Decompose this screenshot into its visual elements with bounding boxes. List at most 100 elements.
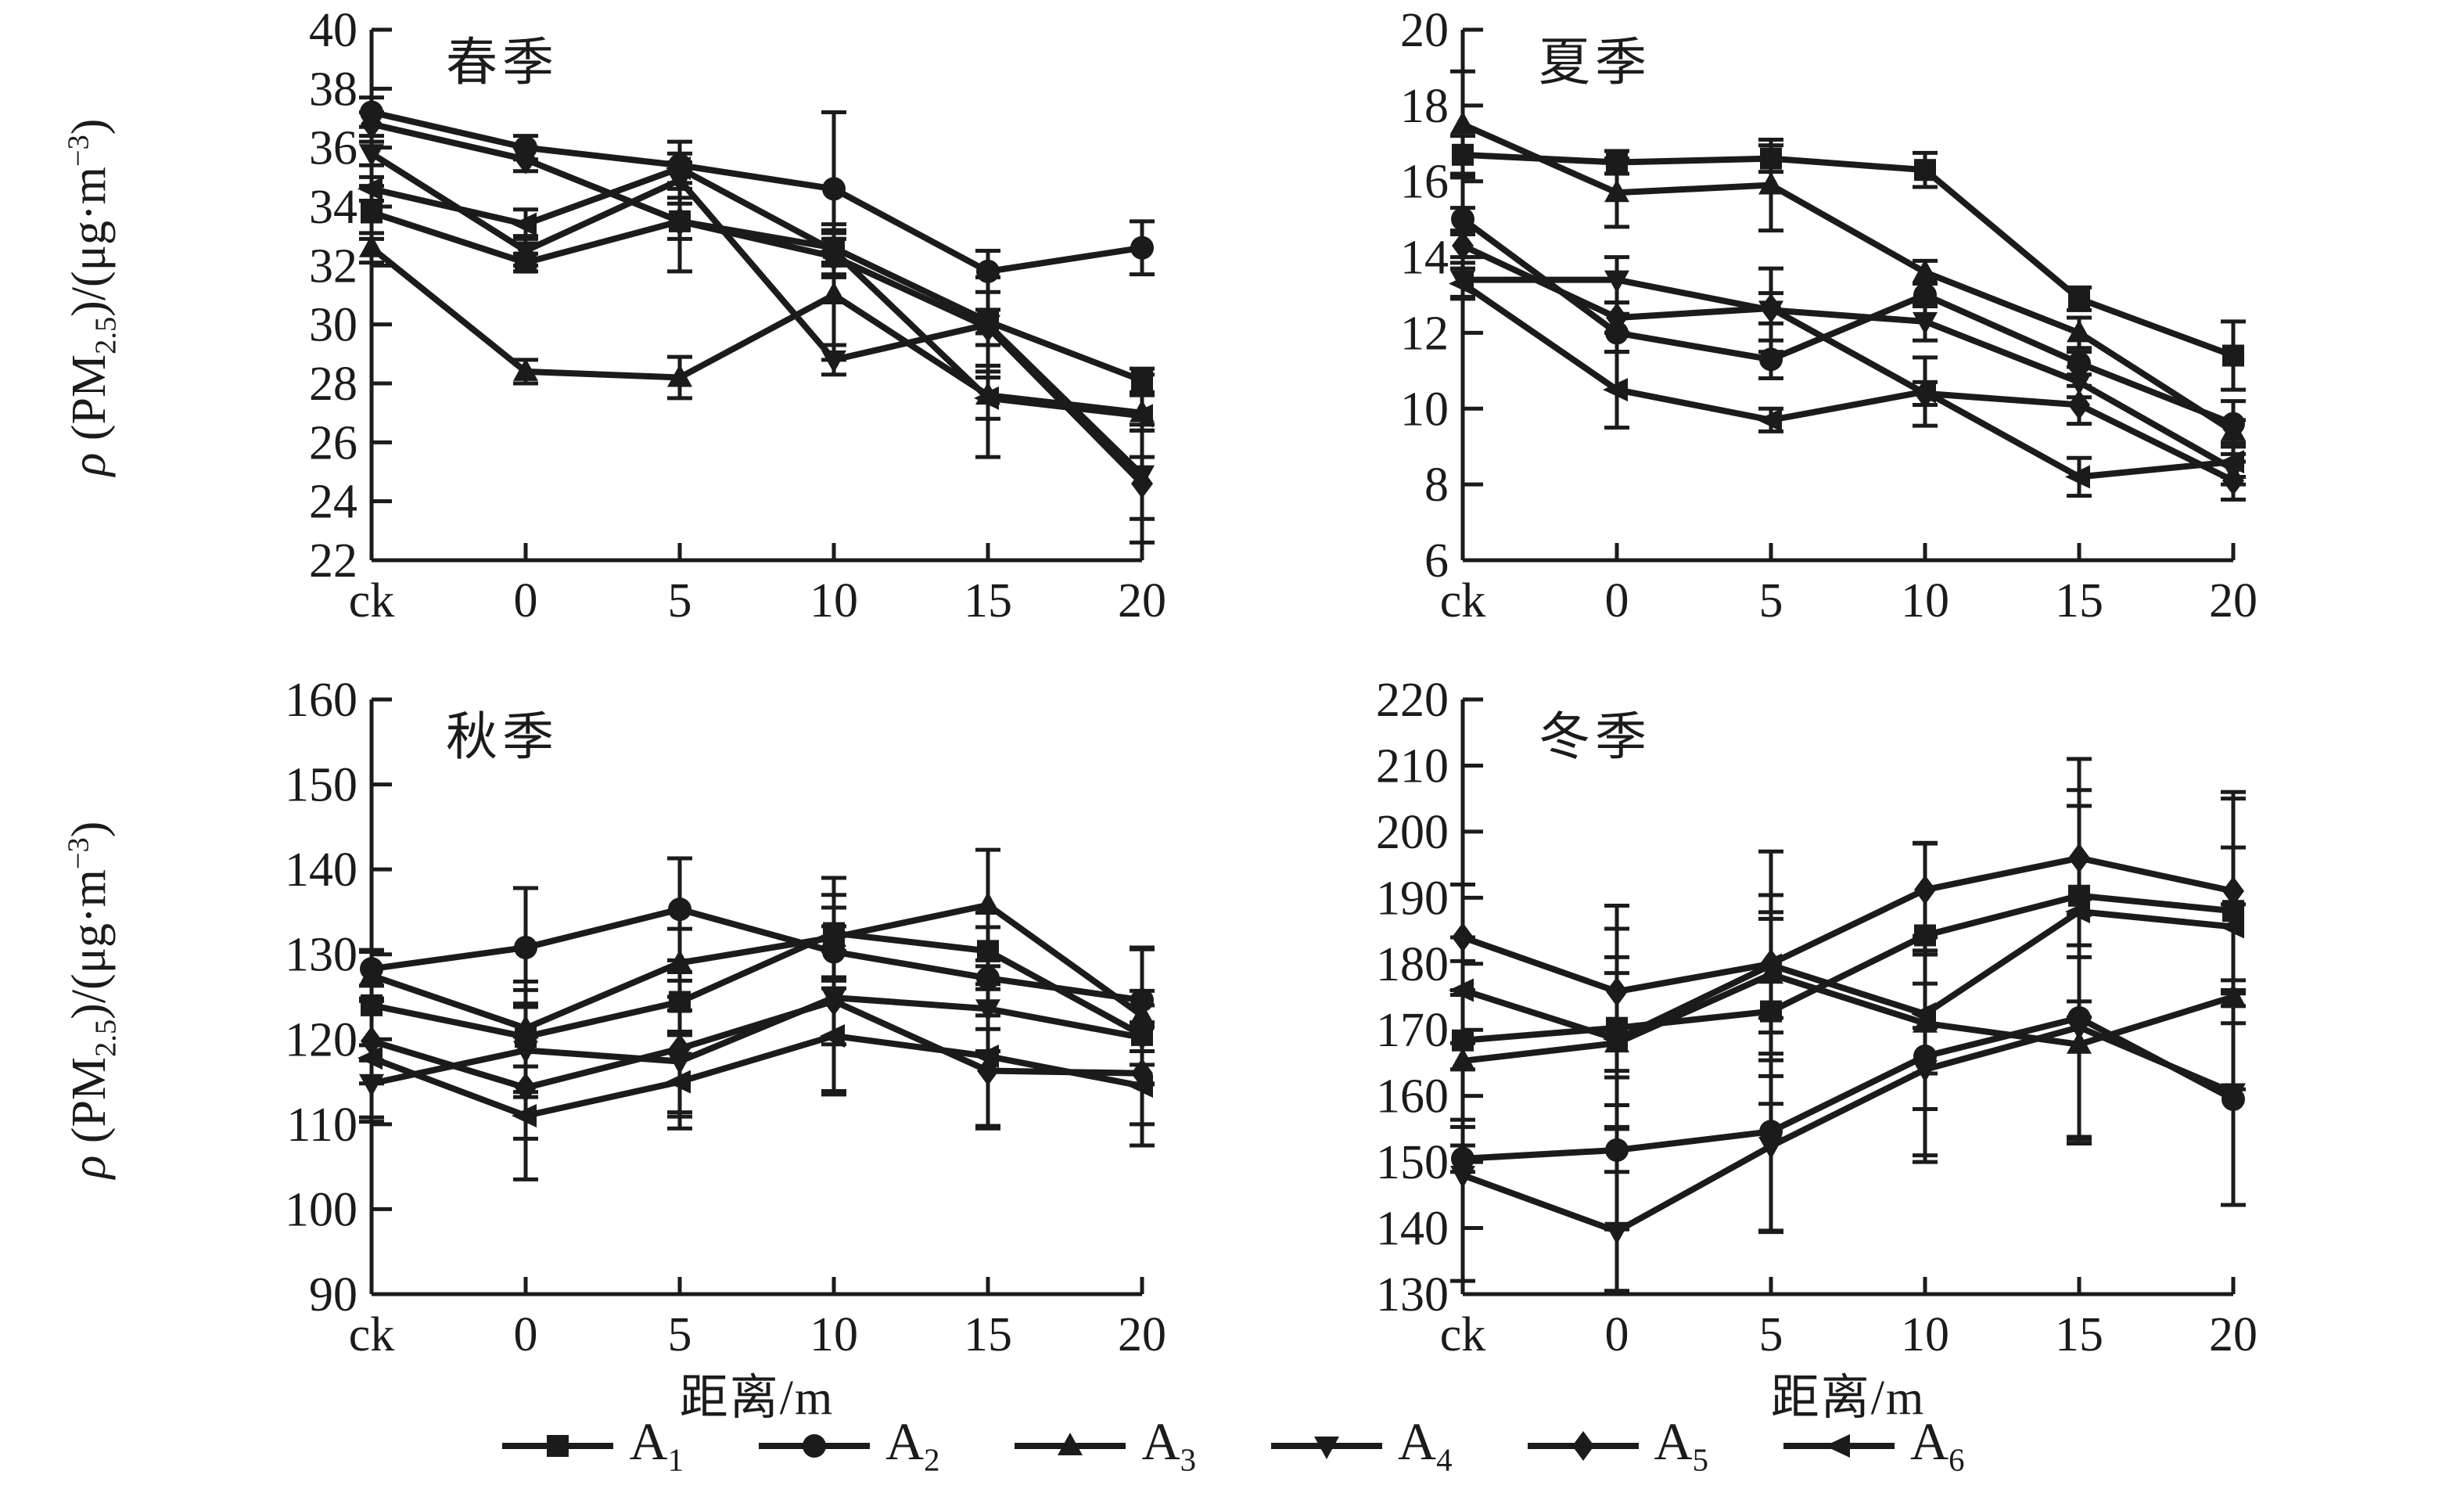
legend-marker-triangle-down (1271, 1436, 1382, 1459)
legend-label: A3 (1141, 1411, 1196, 1478)
svg-text:15: 15 (964, 1308, 1012, 1351)
triangle-up-marker (359, 234, 384, 257)
triangle-up-marker (667, 949, 692, 973)
svg-text:36: 36 (309, 122, 357, 175)
triangle-left-marker (357, 177, 383, 201)
chart-svg-summer: 6 8 10 12 14 16 18 20 ck 0 5 10 15 20 (1400, 4, 2257, 628)
svg-text:140: 140 (1376, 1203, 1449, 1256)
triangle-left-marker (974, 1045, 999, 1068)
legend-item-A2: A2 (756, 1415, 939, 1476)
triangle-left-marker (2219, 915, 2244, 939)
triangle-left-marker (1757, 953, 1782, 977)
svg-text:170: 170 (1376, 1004, 1449, 1057)
svg-text:190: 190 (1376, 872, 1449, 925)
svg-text:10: 10 (1400, 383, 1449, 436)
panel-title-winter: 冬季 (1539, 709, 1651, 766)
svg-text:32: 32 (309, 239, 357, 293)
diamond-marker (361, 109, 383, 139)
triangle-left-marker (666, 1070, 691, 1094)
triangle-up-marker (1450, 1047, 1475, 1070)
svg-text:10: 10 (810, 1308, 858, 1351)
panel-title-summer: 夏季 (1539, 34, 1651, 92)
legend-marker-triangle-left (1783, 1433, 1895, 1458)
chart-summer: 夏季 6 8 10 12 14 16 18 20 ck 0 5 10 15 20 (1334, 4, 2452, 632)
triangle-left-marker (1911, 1002, 1936, 1026)
svg-text:24: 24 (309, 476, 357, 529)
diamond-marker (1760, 293, 1782, 323)
svg-text:100: 100 (285, 1183, 357, 1236)
x-axis-title-autumn: 距离/m (679, 1372, 835, 1425)
circle-marker (1451, 207, 1474, 232)
svg-text:20: 20 (1118, 1308, 1166, 1351)
svg-text:14: 14 (1400, 232, 1449, 285)
svg-text:34: 34 (309, 181, 357, 234)
series-A4 (1450, 255, 2246, 487)
triangle-left-marker (1825, 1433, 1851, 1458)
svg-text:12: 12 (1400, 307, 1449, 360)
svg-text:90: 90 (309, 1268, 357, 1322)
svg-text:110: 110 (286, 1099, 357, 1152)
svg-text:5: 5 (1759, 574, 1783, 628)
triangle-up-marker (513, 358, 538, 381)
panel-title-autumn: 秋季 (446, 709, 559, 766)
svg-text:ck: ck (349, 1308, 395, 1351)
svg-text:140: 140 (285, 843, 357, 897)
svg-text:0: 0 (1605, 574, 1629, 628)
series-A6 (1449, 266, 2246, 498)
svg-text:10: 10 (1901, 574, 1949, 628)
svg-text:22: 22 (309, 534, 357, 588)
triangle-up-marker (1058, 1432, 1083, 1455)
chart-svg-autumn: 90 100 110 120 130 140 150 160 ck 0 5 10 15 20 (285, 674, 1166, 1361)
svg-text:160: 160 (285, 674, 357, 727)
triangle-up-marker (1758, 171, 1783, 195)
triangle-down-marker (1604, 270, 1629, 293)
triangle-down-marker (359, 144, 384, 167)
legend-item-A3: A3 (1011, 1415, 1196, 1476)
circle-marker (514, 936, 537, 960)
svg-text:15: 15 (2055, 1308, 2103, 1351)
series-A6 (357, 978, 1155, 1181)
svg-text:180: 180 (1376, 938, 1449, 991)
legend: A1 A2 A3 A4 A5 A6 (0, 1415, 2464, 1476)
svg-text:0: 0 (1605, 1308, 1629, 1351)
triangle-left-marker (512, 212, 537, 236)
svg-text:150: 150 (285, 759, 357, 812)
svg-text:210: 210 (1376, 739, 1449, 793)
triangle-up-marker (1913, 258, 1938, 282)
legend-marker-circle (758, 1433, 870, 1458)
diamond-marker (2222, 466, 2244, 496)
triangle-up-marker (1450, 111, 1475, 135)
svg-text:0: 0 (514, 574, 538, 628)
triangle-down-marker (1758, 1136, 1783, 1160)
svg-text:20: 20 (2209, 1308, 2257, 1351)
triangle-left-marker (357, 1046, 383, 1070)
svg-text:150: 150 (1376, 1136, 1449, 1189)
axes (369, 697, 1144, 1296)
diamond-marker (1131, 469, 1153, 499)
triangle-down-marker (821, 350, 846, 373)
svg-text:6: 6 (1424, 534, 1449, 588)
series-A6 (1449, 804, 2246, 1107)
triangle-left-marker (974, 386, 999, 410)
square-marker (361, 201, 383, 224)
triangle-down-marker (2221, 1083, 2246, 1106)
series-A2 (359, 95, 1155, 294)
square-marker (1914, 159, 1936, 182)
diamond-marker (2068, 390, 2090, 420)
triangle-up-marker (359, 962, 384, 985)
diamond-marker (515, 144, 537, 174)
legend-item-A4: A4 (1268, 1415, 1453, 1476)
x-axis-title-winter: 距离/m (1770, 1372, 1926, 1425)
chart-winter: 冬季 130 140 150 160 170 180 190 200 210 220 ck 0 5 10 1… (1334, 667, 2452, 1361)
diamond-marker (1571, 1430, 1594, 1461)
svg-text:10: 10 (810, 574, 858, 628)
svg-text:ck: ck (349, 574, 395, 628)
chart-svg-winter: 130 140 150 160 170 180 190 200 210 220 ck 0 5 10 15 20 (1376, 674, 2257, 1361)
triangle-down-marker (1314, 1436, 1339, 1459)
svg-text:26: 26 (309, 416, 357, 469)
triangle-left-marker (820, 1023, 845, 1048)
triangle-left-marker (1449, 978, 1474, 1002)
svg-text:20: 20 (1118, 574, 1166, 628)
